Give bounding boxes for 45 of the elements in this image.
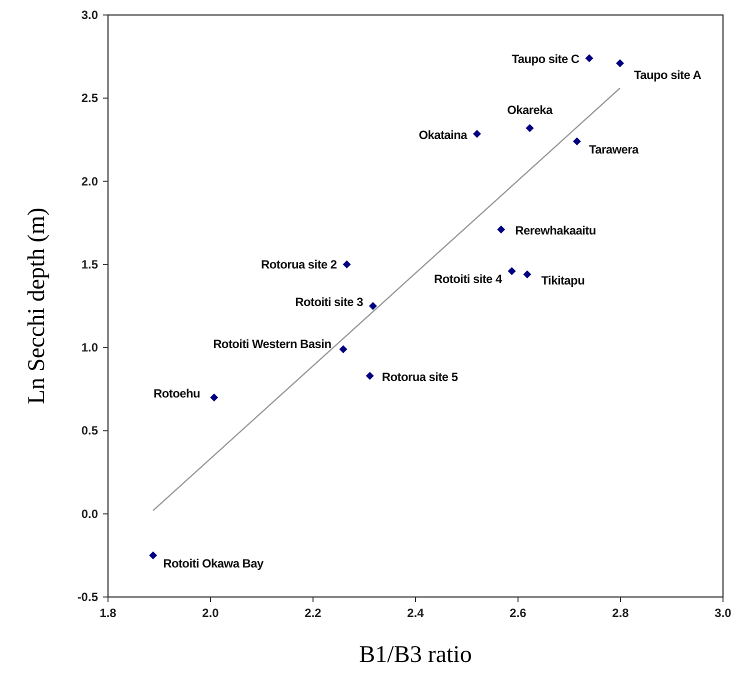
y-tick-label: 0.0 (81, 506, 98, 521)
y-tick-label: 1.0 (81, 340, 98, 355)
point (572, 137, 581, 146)
x-tick-label: 3.0 (714, 606, 732, 620)
annotation: Rotoiti site 4 (434, 272, 502, 286)
y-axis-title: Ln Secchi depth (m) (24, 208, 50, 404)
x-tick-label: 2.6 (510, 606, 527, 620)
point (508, 267, 516, 276)
x-tick-label: 2.0 (202, 606, 220, 620)
point (473, 130, 481, 138)
point (210, 393, 218, 402)
x-tick-label: 2.2 (304, 606, 322, 620)
point (497, 226, 506, 234)
x-axis-title: B1/B3 ratio (359, 642, 472, 668)
annotation: Rotoiti Western Basin (213, 337, 332, 352)
point (526, 124, 534, 132)
annotation: Okataina (418, 128, 468, 142)
point (368, 302, 377, 310)
annotation: Tarawera (588, 142, 639, 156)
point (342, 260, 351, 268)
point (149, 551, 158, 560)
annotation: Rotorua site 5 (382, 370, 458, 384)
annotation: Rotoiti Okawa Bay (163, 556, 264, 570)
point (616, 59, 624, 68)
point (523, 270, 532, 278)
y-tick-label: 0.5 (81, 424, 98, 438)
annotation: Okareka (507, 103, 554, 118)
point (339, 345, 348, 354)
y-tick-label: 3.0 (81, 8, 98, 22)
x-tick-label: 2.4 (407, 606, 424, 620)
point (366, 372, 374, 380)
annotation: Rerewhakaaitu (515, 224, 596, 238)
annotation: Taupo site C (512, 52, 580, 66)
annotation: Taupo site A (634, 68, 702, 82)
y-tick-label: 1.5 (81, 257, 98, 272)
annotation: Rotoiti site 3 (295, 295, 364, 309)
x-tick-label: 2.8 (612, 606, 630, 620)
x-tick-label: 1.8 (100, 606, 117, 620)
y-tick-label: -0.5 (77, 590, 98, 604)
annotation: Rotoehu (154, 386, 200, 400)
point (585, 54, 594, 62)
annotation: Rotorua site 2 (260, 257, 338, 272)
y-tick-label: 2.5 (81, 91, 98, 106)
annotation: Tikitapu (541, 273, 585, 288)
y-tick-label: 2.0 (81, 174, 98, 188)
